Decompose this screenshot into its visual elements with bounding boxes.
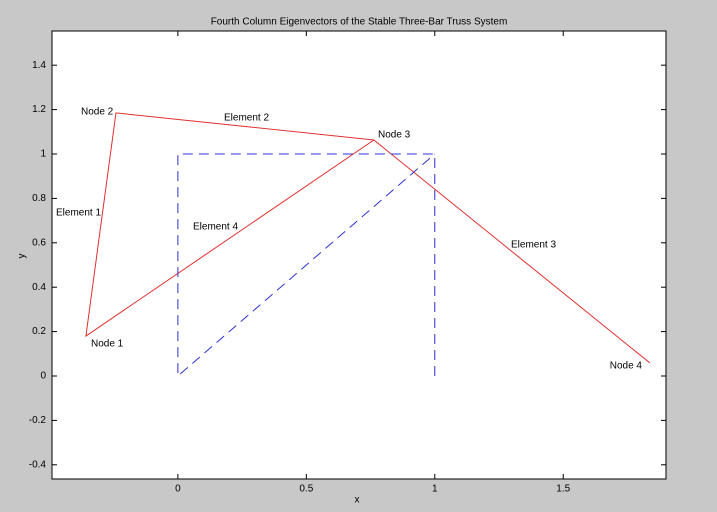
- annotation: Node 4: [610, 361, 643, 372]
- annotation: Element 2: [224, 113, 269, 124]
- annotation: Element 1: [56, 208, 101, 219]
- truss-line: [177, 153, 436, 378]
- x-tick-label: 0.5: [299, 484, 313, 495]
- y-tick-label: 0.4: [32, 282, 46, 293]
- chart-title: Fourth Column Eigenvectors of the Stable…: [211, 17, 508, 28]
- plot-area: [51, 30, 667, 480]
- annotation: Element 3: [511, 240, 556, 251]
- y-tick-label: 0: [40, 371, 46, 382]
- truss-line: [85, 112, 651, 364]
- y-tick-label: 0.2: [32, 326, 46, 337]
- annotation: Node 1: [91, 339, 124, 350]
- x-axis-label: x: [355, 495, 360, 506]
- y-tick-label: -0.4: [29, 459, 47, 470]
- annotation: Node 2: [81, 107, 114, 118]
- y-tick-label: 0.6: [32, 237, 46, 248]
- y-tick-label: 1: [40, 149, 46, 160]
- y-tick-label: 1.2: [32, 104, 46, 115]
- y-tick-label: -0.2: [29, 415, 47, 426]
- y-tick-label: 0.8: [32, 193, 46, 204]
- annotation: Element 4: [193, 222, 238, 233]
- x-tick-label: 1: [432, 484, 438, 495]
- annotation: Node 3: [378, 130, 411, 141]
- y-axis-label: y: [17, 254, 28, 259]
- y-tick-label: 1.4: [32, 60, 46, 71]
- x-tick-label: 0: [175, 484, 181, 495]
- x-tick-label: 1.5: [556, 484, 570, 495]
